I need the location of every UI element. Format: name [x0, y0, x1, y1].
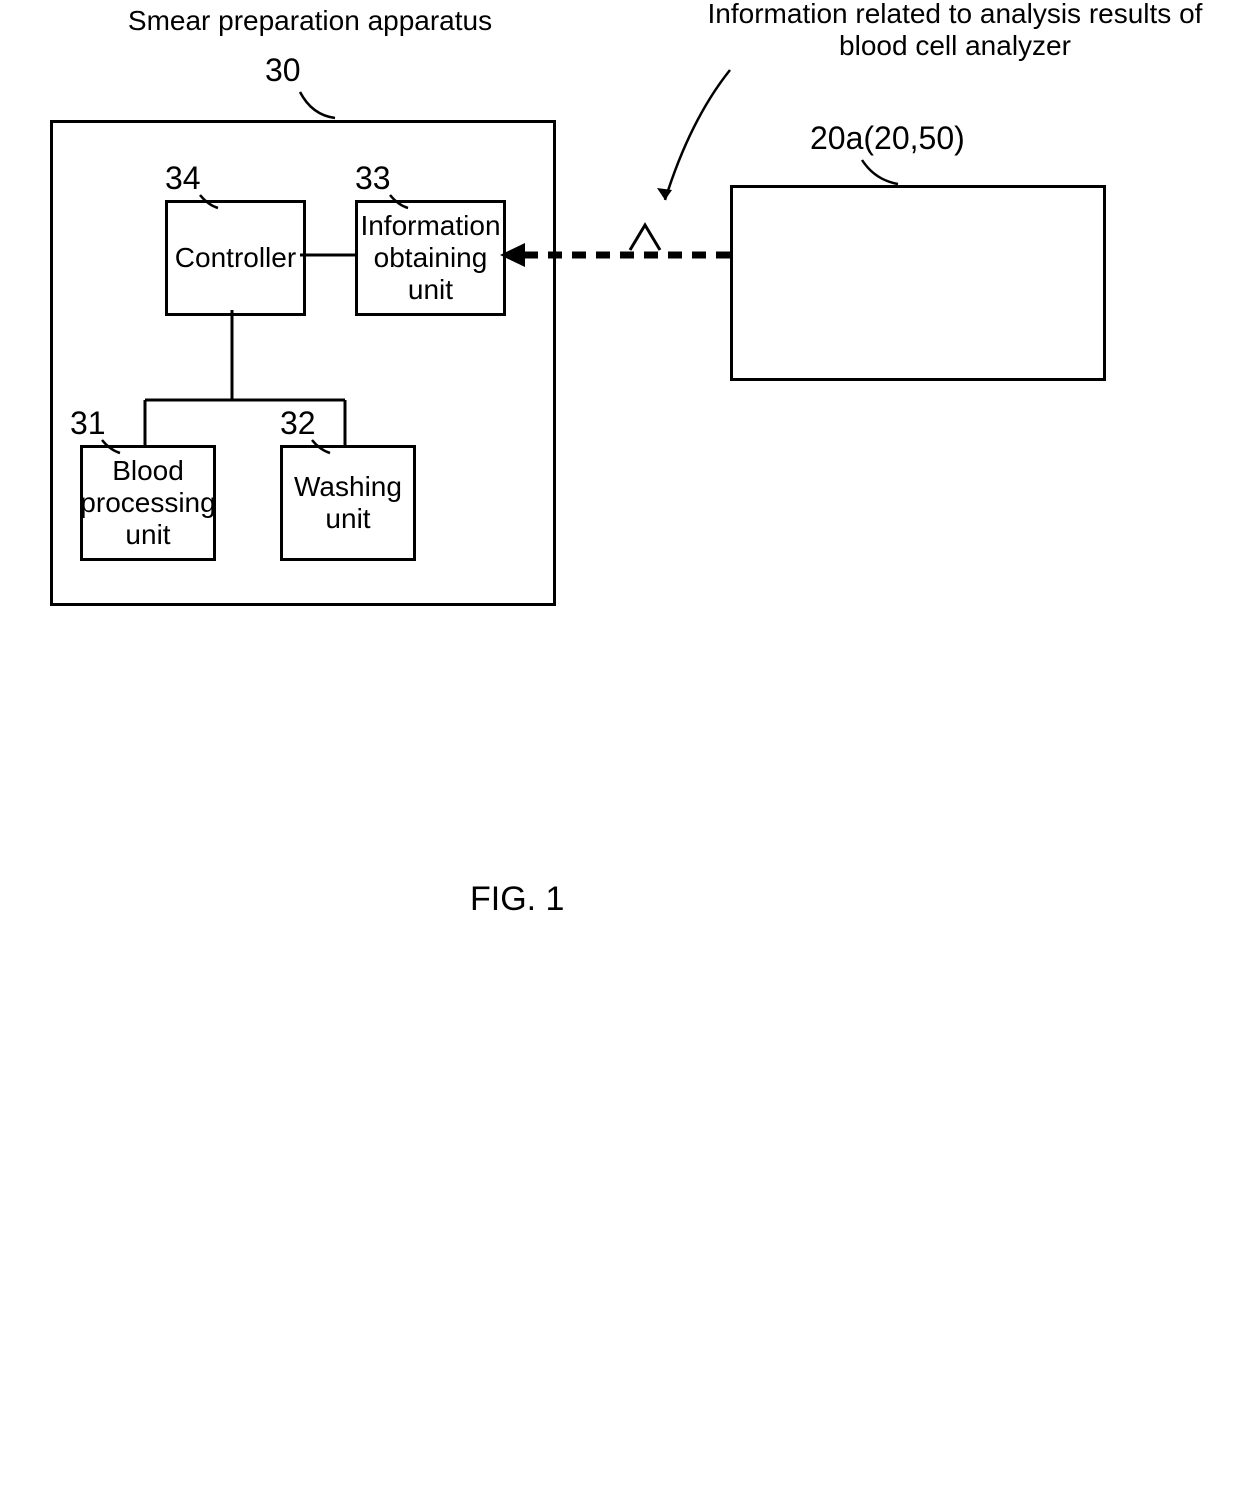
lead-info-title: [0, 0, 1240, 1491]
diagram-canvas: Smear preparation apparatus Information …: [0, 0, 1240, 1491]
figure-label: FIG. 1: [470, 880, 564, 919]
